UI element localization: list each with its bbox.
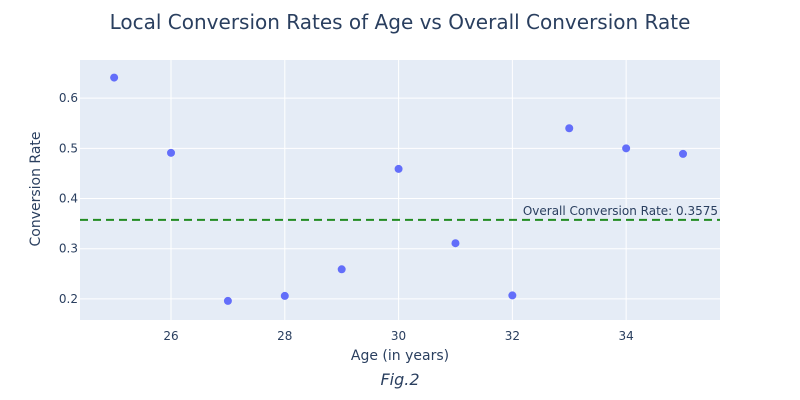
- grid-lines: [80, 60, 720, 320]
- x-tick-label: 28: [277, 329, 292, 343]
- data-point: [508, 291, 517, 300]
- data-points: [110, 73, 688, 305]
- y-tick-label: 0.6: [59, 91, 78, 105]
- plot-area: [80, 60, 720, 320]
- data-point: [167, 148, 176, 157]
- overall-conversion-rate-label: Overall Conversion Rate: 0.3575: [523, 204, 718, 218]
- figure-caption: Fig.2: [380, 370, 419, 389]
- chart-title: Local Conversion Rates of Age vs Overall…: [110, 10, 691, 34]
- data-point: [565, 124, 574, 133]
- y-tick-label: 0.3: [59, 242, 78, 256]
- y-tick-labels: 0.2 0.3 0.4 0.5 0.6: [59, 91, 78, 306]
- data-point: [337, 265, 346, 274]
- y-axis-title: Conversion Rate: [28, 131, 44, 246]
- x-tick-label: 34: [618, 329, 633, 343]
- y-tick-label: 0.5: [59, 141, 78, 155]
- data-point: [223, 296, 232, 305]
- x-tick-label: 26: [163, 329, 178, 343]
- x-tick-label: 32: [505, 329, 520, 343]
- y-tick-label: 0.2: [59, 292, 78, 306]
- data-point: [679, 149, 688, 158]
- x-tick-label: 30: [391, 329, 406, 343]
- data-point: [110, 73, 119, 82]
- data-point: [280, 291, 289, 300]
- x-axis-title: Age (in years): [351, 348, 449, 364]
- x-tick-labels: 26 28 30 32 34: [163, 329, 633, 343]
- data-point: [622, 144, 631, 153]
- data-point: [451, 239, 460, 248]
- y-tick-label: 0.4: [59, 192, 78, 206]
- data-point: [394, 164, 403, 173]
